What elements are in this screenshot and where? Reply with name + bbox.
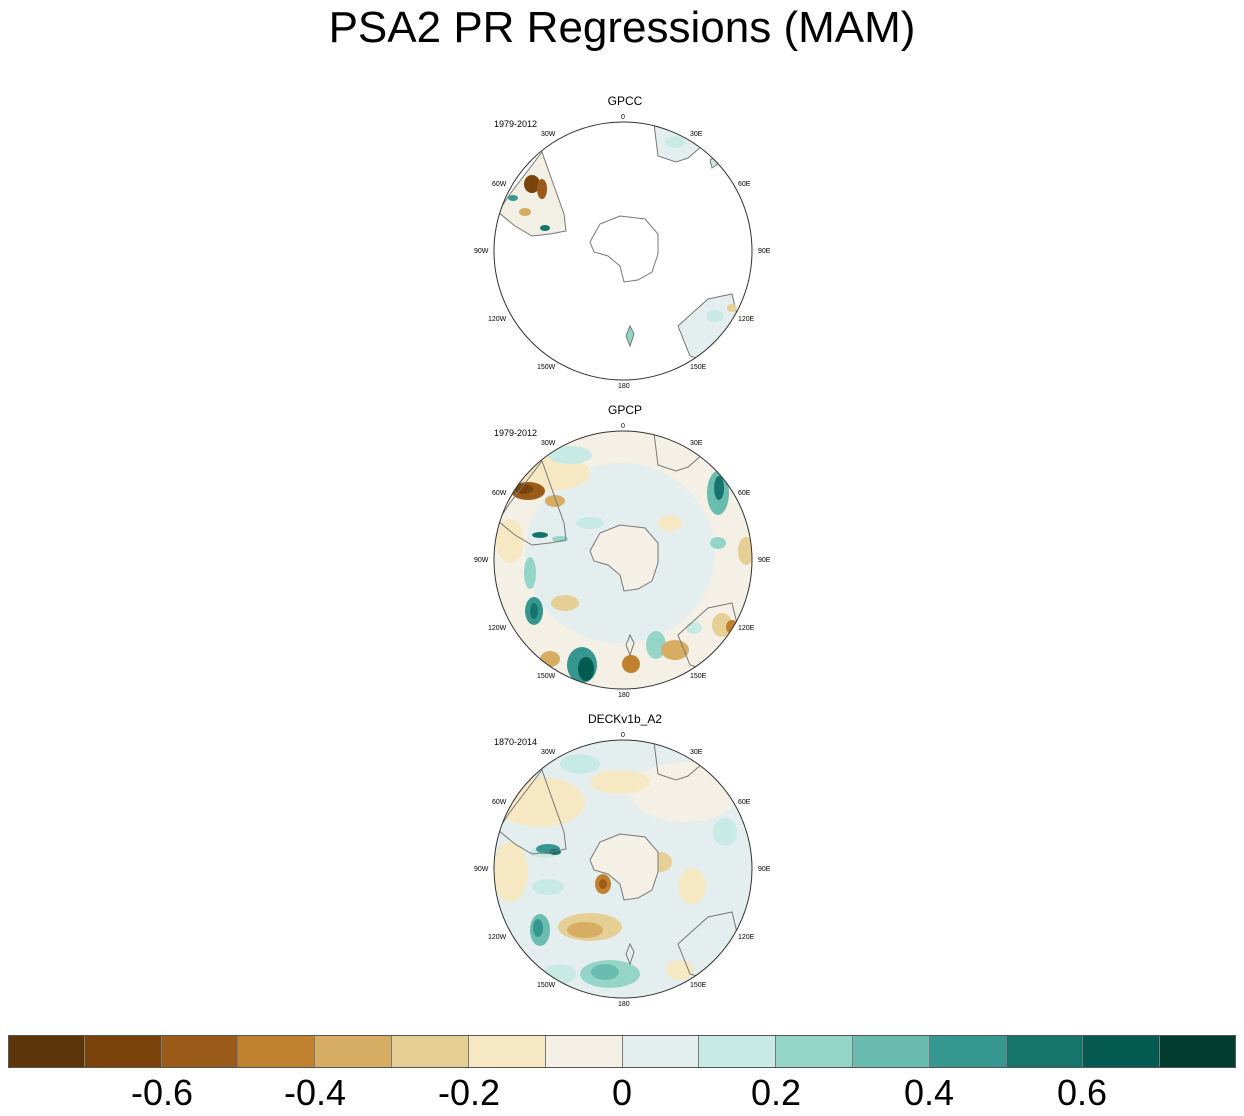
anomaly-dry-nz xyxy=(622,655,640,673)
anomaly-wet-1 xyxy=(508,195,518,201)
lon-label-0: 0 xyxy=(621,423,625,430)
lon-label-90e: 90E xyxy=(758,866,771,873)
colorbar-swatch xyxy=(1160,1035,1236,1068)
lon-label-30e: 30E xyxy=(690,440,703,447)
lon-label-90e: 90E xyxy=(758,557,771,564)
panel-period: 1870-2014 xyxy=(494,737,538,747)
lon-label-30e: 30E xyxy=(690,131,703,138)
lon-label-30w: 30W xyxy=(541,440,556,447)
colorbar-tick-label: 0 xyxy=(611,1072,633,1113)
lon-label-90e: 90E xyxy=(758,248,771,255)
map-panel-gpcc: GPCC 1979-2012 0 30E xyxy=(470,94,780,394)
polar-map xyxy=(493,121,753,381)
colorbar-swatch xyxy=(1006,1035,1084,1068)
colorbar-swatch xyxy=(161,1035,239,1068)
colorbar-tick-label: 0.2 xyxy=(750,1072,802,1113)
lon-label-150w: 150W xyxy=(537,673,556,680)
lon-label-60e: 60E xyxy=(738,181,751,188)
lon-label-60e: 60E xyxy=(738,490,751,497)
colorbar-swatch xyxy=(1083,1035,1161,1068)
panel-title: GPCC xyxy=(607,94,643,108)
lon-label-120w: 120W xyxy=(488,934,507,941)
lon-label-30w: 30W xyxy=(541,131,556,138)
panel-period: 1979-2012 xyxy=(494,119,538,129)
anomaly-dry-2 xyxy=(537,179,547,199)
antarctica xyxy=(589,833,659,901)
lon-label-150e: 150E xyxy=(690,673,707,680)
colorbar-swatch xyxy=(315,1035,393,1068)
map-panel-deckv1b-a2: DECKv1b_A2 1870-2014 xyxy=(470,712,780,1012)
lon-label-30w: 30W xyxy=(541,749,556,756)
polar-map xyxy=(493,739,753,999)
lon-label-120e: 120E xyxy=(738,934,755,941)
colorbar-swatch xyxy=(699,1035,777,1068)
lon-label-150e: 150E xyxy=(690,364,707,371)
lon-label-60w: 60W xyxy=(492,181,507,188)
antarctica xyxy=(589,215,659,283)
anomaly-dry-patagonia xyxy=(524,175,540,193)
lon-label-60e: 60E xyxy=(738,799,751,806)
colorbar-swatch xyxy=(392,1035,469,1068)
lon-label-0: 0 xyxy=(621,732,625,739)
colorbar-swatch xyxy=(545,1035,623,1068)
new-zealand xyxy=(625,324,635,348)
antarctica xyxy=(589,524,659,592)
colorbar-tick-label: -0.6 xyxy=(130,1072,194,1113)
colorbar-tick-label: -0.4 xyxy=(283,1072,347,1113)
lon-label-150w: 150W xyxy=(537,364,556,371)
anomaly-wet-2 xyxy=(540,225,550,231)
colorbar-tick-label: 0.4 xyxy=(903,1072,955,1113)
lon-label-120w: 120W xyxy=(488,316,507,323)
colorbar xyxy=(8,1035,1236,1068)
colorbar-swatch xyxy=(776,1035,853,1068)
panel-title: GPCP xyxy=(607,403,642,417)
lon-label-90w: 90W xyxy=(474,866,489,873)
lon-label-0: 0 xyxy=(621,114,625,121)
colorbar-swatch xyxy=(929,1035,1007,1068)
lon-label-150e: 150E xyxy=(690,982,707,989)
south-america xyxy=(497,150,567,237)
colorbar-swatch xyxy=(622,1035,700,1068)
lon-label-120w: 120W xyxy=(488,625,507,632)
lon-label-60w: 60W xyxy=(492,490,507,497)
lon-label-120e: 120E xyxy=(738,316,755,323)
lon-label-90w: 90W xyxy=(474,557,489,564)
lon-label-60w: 60W xyxy=(492,799,507,806)
lon-label-180: 180 xyxy=(618,692,630,699)
colorbar-swatch xyxy=(8,1035,85,1068)
lon-label-90w: 90W xyxy=(474,248,489,255)
lon-label-150w: 150W xyxy=(537,982,556,989)
colorbar-tick-label: -0.2 xyxy=(437,1072,501,1113)
colorbar-swatch xyxy=(468,1035,546,1068)
lon-label-180: 180 xyxy=(618,1001,630,1008)
polar-map xyxy=(493,430,753,690)
panel-title: DECKv1b_A2 xyxy=(587,712,663,726)
colorbar-tick-label: 0.6 xyxy=(1056,1072,1108,1113)
colorbar-swatch xyxy=(238,1035,316,1068)
map-panel-gpcp: GPCP 1979-2012 xyxy=(470,403,780,703)
lon-label-180: 180 xyxy=(618,383,630,390)
lon-label-30e: 30E xyxy=(690,749,703,756)
colorbar-swatch xyxy=(852,1035,930,1068)
lon-label-120e: 120E xyxy=(738,625,755,632)
anomaly-dry-3 xyxy=(519,208,531,216)
panel-period: 1979-2012 xyxy=(494,428,538,438)
figure-title: PSA2 PR Regressions (MAM) xyxy=(328,3,916,52)
colorbar-swatch xyxy=(84,1035,162,1068)
